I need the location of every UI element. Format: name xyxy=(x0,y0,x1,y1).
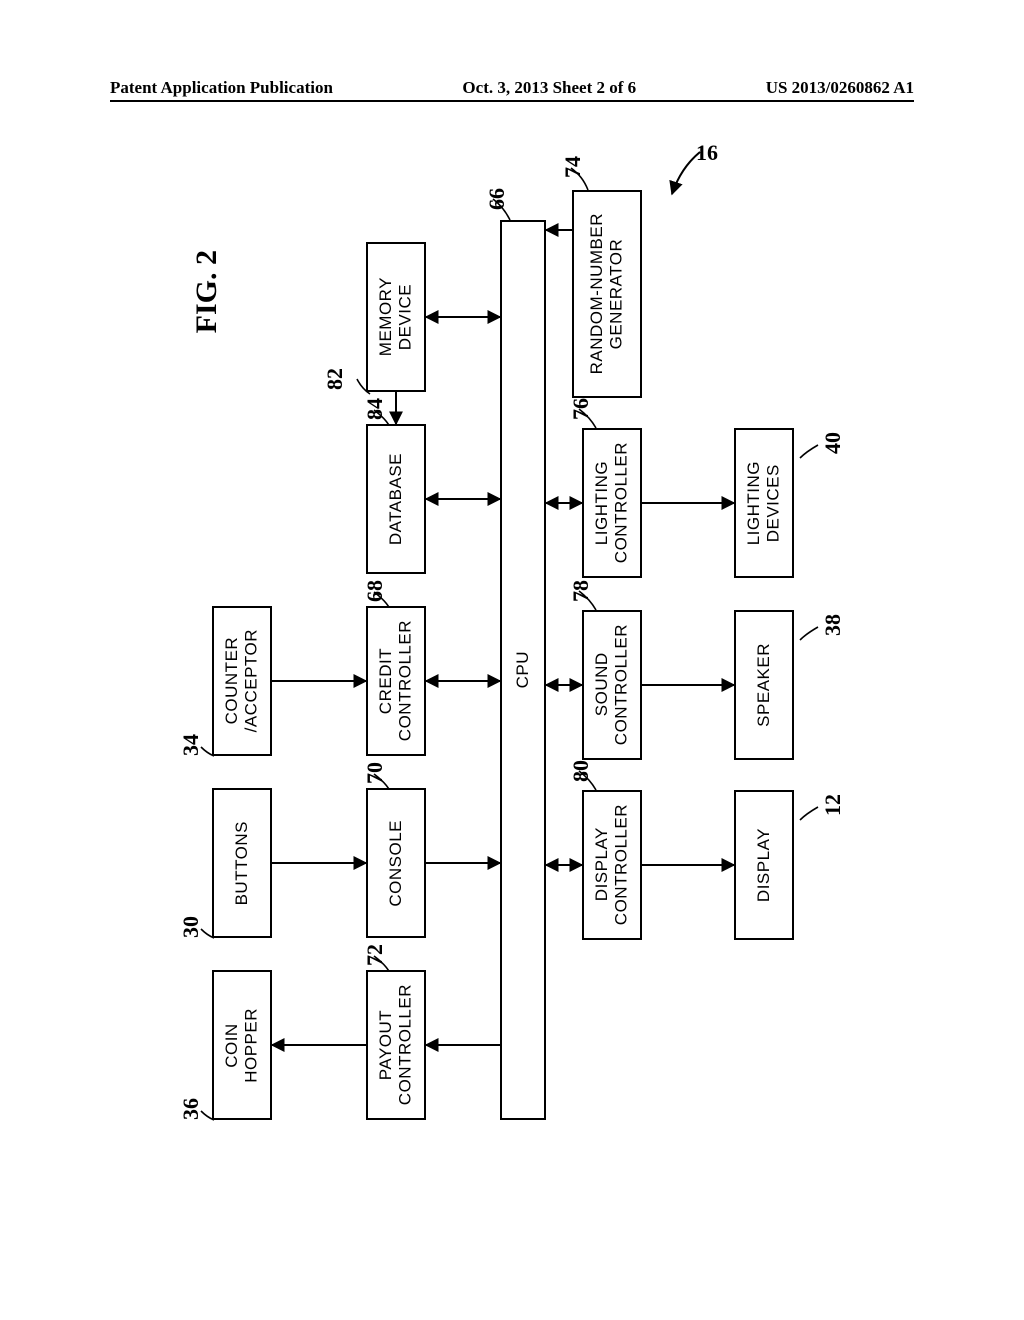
box-label-credit_c: CREDITCONTROLLER xyxy=(376,620,415,741)
box-coin: COINHOPPER xyxy=(212,970,272,1120)
box-label-sound_c: SOUNDCONTROLLER xyxy=(592,624,631,745)
box-speaker: SPEAKER xyxy=(734,610,794,760)
page: Patent Application Publication Oct. 3, 2… xyxy=(0,0,1024,1320)
ref-82: 82 xyxy=(322,368,348,396)
box-label-counter: COUNTER/ACCEPTOR xyxy=(222,629,261,732)
ref-36: 36 xyxy=(178,1098,204,1126)
box-label-coin: COINHOPPER xyxy=(222,1008,261,1083)
ref-40: 40 xyxy=(820,432,846,460)
ref-68: 68 xyxy=(362,580,388,608)
ref-38: 38 xyxy=(820,614,846,642)
ref-72: 72 xyxy=(362,944,388,972)
box-label-display: DISPLAY xyxy=(754,828,774,902)
ref-80: 80 xyxy=(568,760,594,788)
box-label-lighting_c: LIGHTINGCONTROLLER xyxy=(592,442,631,563)
ref-70: 70 xyxy=(362,762,388,790)
page-header: Patent Application Publication Oct. 3, 2… xyxy=(0,78,1024,98)
ref-66: 66 xyxy=(484,188,510,216)
box-credit_c: CREDITCONTROLLER xyxy=(366,606,426,756)
ref-12: 12 xyxy=(820,794,846,822)
ref-74: 74 xyxy=(560,156,586,184)
box-counter: COUNTER/ACCEPTOR xyxy=(212,606,272,756)
box-lighting_c: LIGHTINGCONTROLLER xyxy=(582,428,642,578)
box-label-console: CONSOLE xyxy=(386,820,406,907)
box-label-database: DATABASE xyxy=(386,453,406,545)
block-diagram: FIG. 2 CPURANDOM-NUMBERGENERATORLIGHTING… xyxy=(130,170,870,1170)
ref-30: 30 xyxy=(178,916,204,944)
box-memory: MEMORYDEVICE xyxy=(366,242,426,392)
ref-78: 78 xyxy=(568,580,594,608)
header-right: US 2013/0260862 A1 xyxy=(766,78,914,98)
box-label-display_c: DISPLAYCONTROLLER xyxy=(592,804,631,925)
box-label-memory: MEMORYDEVICE xyxy=(376,277,415,356)
box-sound_c: SOUNDCONTROLLER xyxy=(582,610,642,760)
box-payout_c: PAYOUTCONTROLLER xyxy=(366,970,426,1120)
box-buttons: BUTTONS xyxy=(212,788,272,938)
ref-16: 16 xyxy=(696,140,718,166)
header-rule xyxy=(110,100,914,102)
box-console: CONSOLE xyxy=(366,788,426,938)
box-label-payout_c: PAYOUTCONTROLLER xyxy=(376,984,415,1105)
box-label-rng: RANDOM-NUMBERGENERATOR xyxy=(587,213,626,374)
box-cpu: CPU xyxy=(500,220,546,1120)
box-lighting: LIGHTINGDEVICES xyxy=(734,428,794,578)
ref-76: 76 xyxy=(568,398,594,426)
header-center: Oct. 3, 2013 Sheet 2 of 6 xyxy=(462,78,636,98)
ref-34: 34 xyxy=(178,734,204,762)
ref-84: 84 xyxy=(362,398,388,426)
header-left: Patent Application Publication xyxy=(110,78,333,98)
ref-16-text: 16 xyxy=(696,140,718,165)
box-display_c: DISPLAYCONTROLLER xyxy=(582,790,642,940)
box-label-lighting: LIGHTINGDEVICES xyxy=(744,461,783,545)
box-database: DATABASE xyxy=(366,424,426,574)
box-label-cpu: CPU xyxy=(513,651,533,688)
box-label-speaker: SPEAKER xyxy=(754,643,774,727)
box-rng: RANDOM-NUMBERGENERATOR xyxy=(572,190,642,398)
box-label-buttons: BUTTONS xyxy=(232,821,252,905)
box-display: DISPLAY xyxy=(734,790,794,940)
